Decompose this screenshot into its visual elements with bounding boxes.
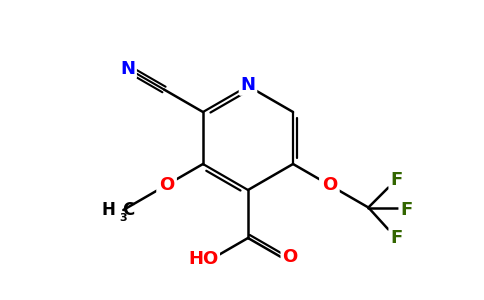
Text: HO: HO xyxy=(188,250,218,268)
Text: F: F xyxy=(390,170,403,188)
Text: N: N xyxy=(241,76,256,94)
Text: H: H xyxy=(102,201,115,219)
Text: F: F xyxy=(390,229,403,247)
Text: O: O xyxy=(282,248,298,266)
Text: C: C xyxy=(122,201,135,219)
Text: O: O xyxy=(159,176,174,194)
Text: N: N xyxy=(120,59,135,77)
Text: 3: 3 xyxy=(119,213,127,223)
Text: O: O xyxy=(322,176,337,194)
Text: F: F xyxy=(400,200,412,218)
